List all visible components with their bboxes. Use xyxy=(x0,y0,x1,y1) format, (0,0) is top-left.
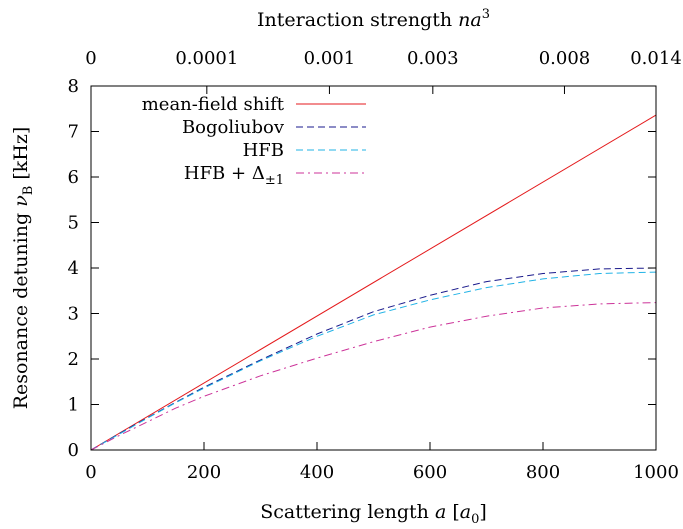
legend-label: mean-field shift xyxy=(142,94,285,115)
plot-frame xyxy=(90,85,657,451)
top-tick-label: 0.003 xyxy=(407,48,459,69)
x-tick-label: 600 xyxy=(413,462,447,483)
x-tick-label: 400 xyxy=(300,462,334,483)
y-tick-label: 3 xyxy=(68,304,79,325)
top-tick-label: 0.001 xyxy=(304,48,356,69)
y-tick-label: 0 xyxy=(68,440,79,461)
x-tick-label: 1000 xyxy=(633,462,679,483)
x-axis-title: Scattering length a [a0] xyxy=(260,501,487,527)
y-tick-label: 8 xyxy=(68,76,79,97)
legend-label: HFB xyxy=(243,140,284,161)
y-tick-label: 2 xyxy=(68,349,79,370)
x-tick-label: 0 xyxy=(85,462,96,483)
top-tick-label: 0.008 xyxy=(539,48,591,69)
y-tick-label: 7 xyxy=(68,122,79,143)
y-tick-label: 4 xyxy=(68,258,79,279)
series-line-0 xyxy=(90,114,657,451)
legend-label: HFB + Δ±1 xyxy=(184,163,284,188)
y-tick-label: 1 xyxy=(68,395,79,416)
series-line-2 xyxy=(90,271,657,451)
top-tick-label: 0.014 xyxy=(630,48,682,69)
y-tick-label: 6 xyxy=(68,167,79,188)
top-tick-label: 0.0001 xyxy=(175,48,238,69)
y-axis-title: Resonance detuning νB [kHz] xyxy=(10,127,36,410)
x-tick-label: 200 xyxy=(187,462,221,483)
legend-label: Bogoliubov xyxy=(182,117,285,138)
series-layer xyxy=(90,114,657,451)
top-axis-title: Interaction strength na3 xyxy=(257,7,490,31)
series-line-1 xyxy=(90,267,657,451)
series-line-3 xyxy=(90,302,657,451)
x-tick-label: 800 xyxy=(526,462,560,483)
top-tick-label: 0 xyxy=(85,48,96,69)
y-tick-label: 5 xyxy=(68,213,79,234)
